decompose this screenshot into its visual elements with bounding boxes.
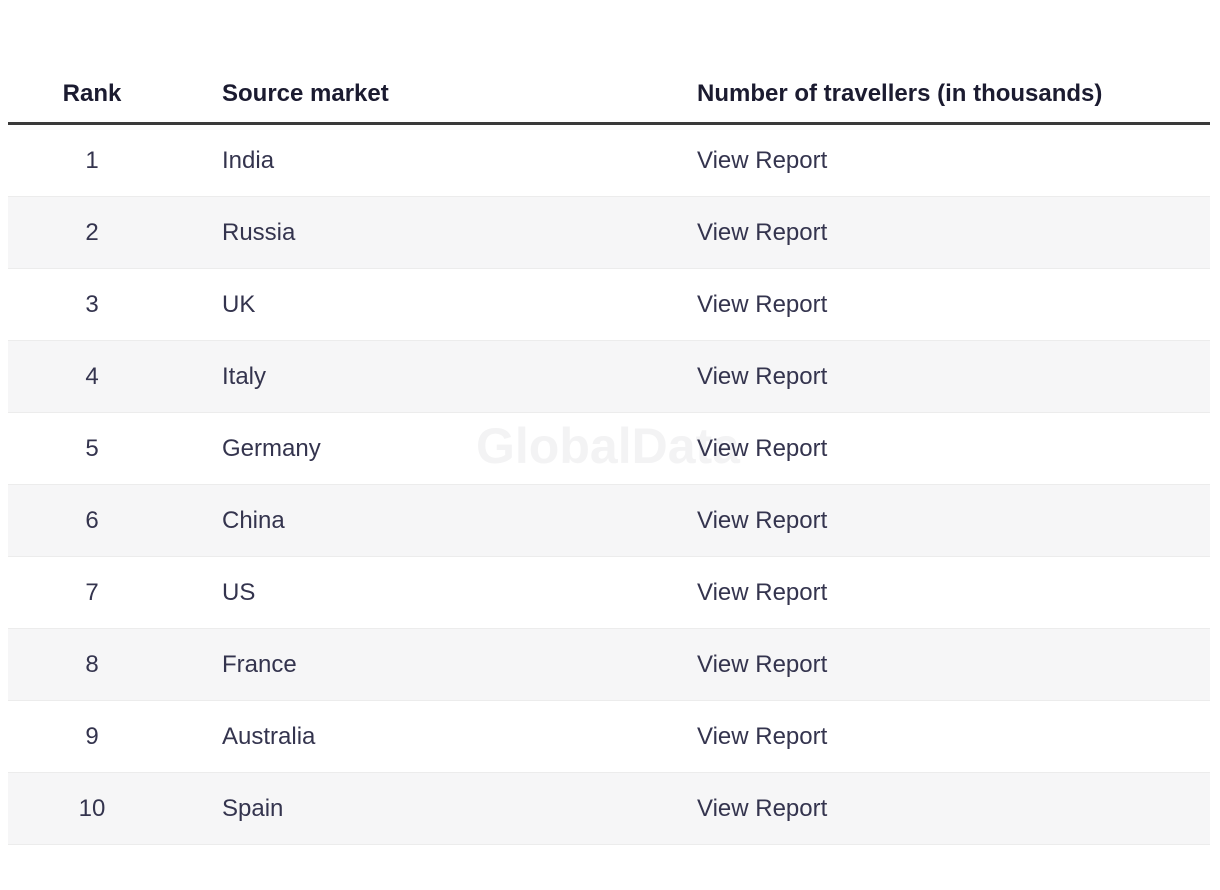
rank-cell: 8 bbox=[85, 650, 99, 678]
view-report-link[interactable]: View Report bbox=[697, 362, 828, 390]
rank-cell: 2 bbox=[85, 218, 99, 246]
rank-cell: 1 bbox=[85, 146, 99, 174]
view-report-link[interactable]: View Report bbox=[697, 794, 828, 822]
rank-cell: 3 bbox=[85, 290, 99, 318]
report-cell: View Report bbox=[697, 579, 1210, 607]
table-body: 1 India View Report 2 Russia View Report… bbox=[8, 125, 1210, 845]
report-cell: View Report bbox=[697, 795, 1210, 823]
source-market-cell: US bbox=[222, 578, 256, 606]
header-rank: Rank bbox=[62, 79, 122, 107]
header-travellers: Number of travellers (in thousands) bbox=[697, 79, 1103, 107]
rank-cell: 10 bbox=[78, 794, 106, 822]
view-report-link[interactable]: View Report bbox=[697, 218, 828, 246]
report-cell: View Report bbox=[697, 291, 1210, 319]
report-cell: View Report bbox=[697, 147, 1210, 175]
rank-cell: 9 bbox=[85, 722, 99, 750]
table-row: 7 US View Report bbox=[8, 557, 1210, 629]
source-market-table: Rank Source market Number of travellers … bbox=[8, 65, 1210, 845]
view-report-link[interactable]: View Report bbox=[697, 722, 828, 750]
source-market-cell: Italy bbox=[222, 362, 267, 390]
rank-cell: 6 bbox=[85, 506, 99, 534]
source-market-cell: Spain bbox=[222, 794, 284, 822]
rank-cell: 7 bbox=[85, 578, 99, 606]
table-header-row: Rank Source market Number of travellers … bbox=[8, 65, 1210, 125]
source-market-cell: China bbox=[222, 506, 285, 534]
source-market-cell: India bbox=[222, 146, 275, 174]
table-row: 1 India View Report bbox=[8, 125, 1210, 197]
report-cell: View Report bbox=[697, 723, 1210, 751]
table-row: 2 Russia View Report bbox=[8, 197, 1210, 269]
source-market-cell: Germany bbox=[222, 434, 321, 462]
view-report-link[interactable]: View Report bbox=[697, 434, 828, 462]
report-cell: View Report bbox=[697, 219, 1210, 247]
view-report-link[interactable]: View Report bbox=[697, 290, 828, 318]
report-cell: View Report bbox=[697, 507, 1210, 535]
view-report-link[interactable]: View Report bbox=[697, 650, 828, 678]
source-market-cell: France bbox=[222, 650, 297, 678]
view-report-link[interactable]: View Report bbox=[697, 146, 828, 174]
rank-cell: 5 bbox=[85, 434, 99, 462]
table-row: 5 Germany View Report bbox=[8, 413, 1210, 485]
table-row: 4 Italy View Report bbox=[8, 341, 1210, 413]
report-cell: View Report bbox=[697, 651, 1210, 679]
rank-cell: 4 bbox=[85, 362, 99, 390]
header-source-market: Source market bbox=[222, 79, 389, 107]
table-row: 6 China View Report bbox=[8, 485, 1210, 557]
view-report-link[interactable]: View Report bbox=[697, 506, 828, 534]
report-cell: View Report bbox=[697, 363, 1210, 391]
source-market-cell: Russia bbox=[222, 218, 296, 246]
table-row: 3 UK View Report bbox=[8, 269, 1210, 341]
report-cell: View Report bbox=[697, 435, 1210, 463]
view-report-link[interactable]: View Report bbox=[697, 578, 828, 606]
source-market-cell: UK bbox=[222, 290, 256, 318]
table-row: 9 Australia View Report bbox=[8, 701, 1210, 773]
table-row: 10 Spain View Report bbox=[8, 773, 1210, 845]
source-market-cell: Australia bbox=[222, 722, 316, 750]
table-row: 8 France View Report bbox=[8, 629, 1210, 701]
